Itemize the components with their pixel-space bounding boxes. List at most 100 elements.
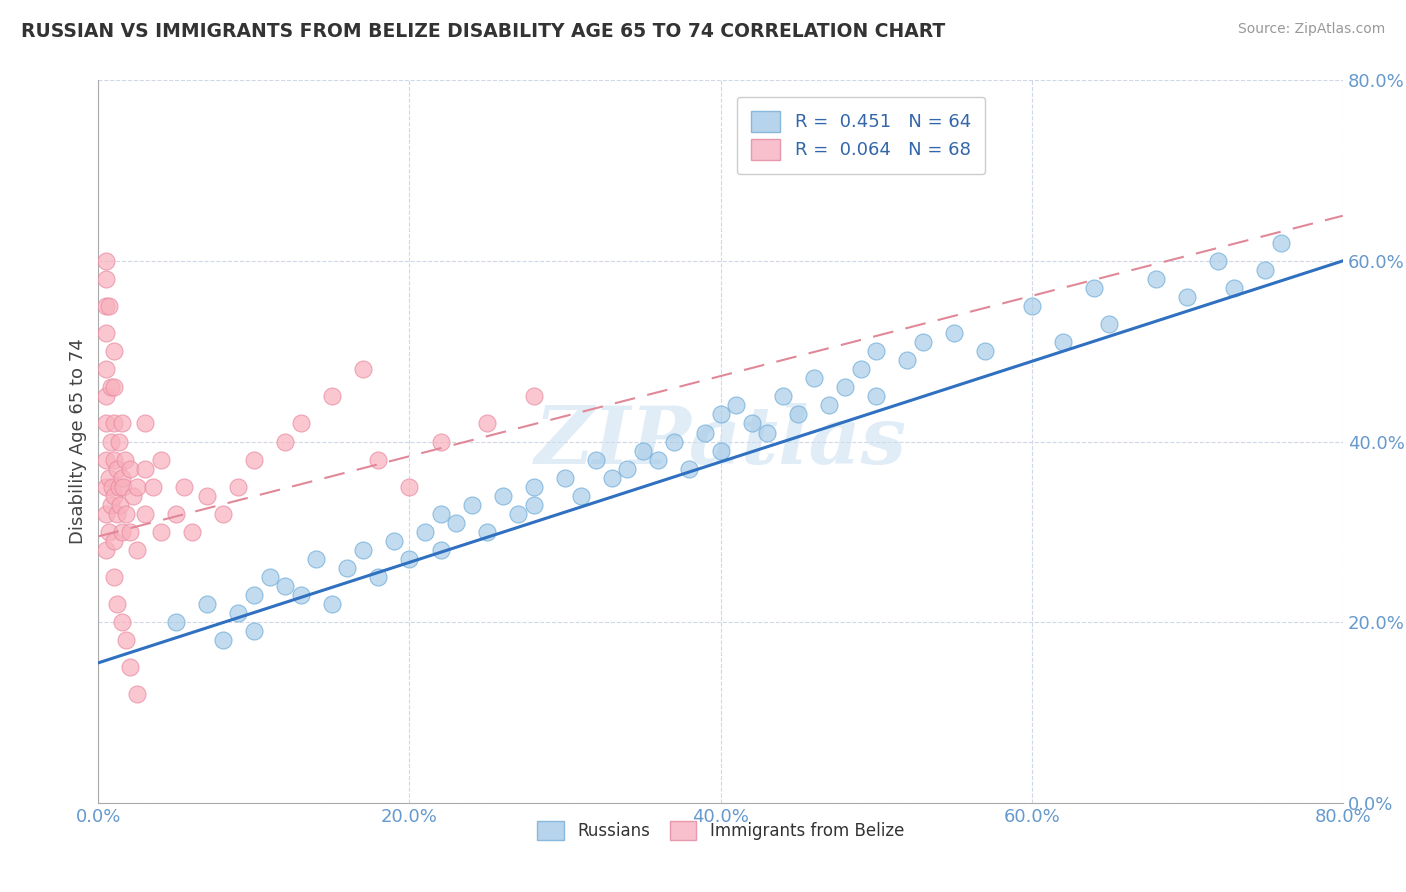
Point — [105, 461, 128, 475]
Point — [96, 507, 118, 521]
Point — [165, 615, 187, 630]
Point — [523, 498, 546, 512]
Point — [382, 533, 405, 548]
Point — [290, 588, 312, 602]
Point — [865, 389, 887, 403]
Point — [741, 417, 763, 431]
Point — [98, 524, 121, 539]
Point — [149, 452, 172, 467]
Text: RUSSIAN VS IMMIGRANTS FROM BELIZE DISABILITY AGE 65 TO 74 CORRELATION CHART: RUSSIAN VS IMMIGRANTS FROM BELIZE DISABI… — [21, 22, 945, 41]
Point — [211, 507, 233, 521]
Point — [569, 489, 592, 503]
Point — [96, 254, 118, 268]
Point — [1254, 263, 1277, 277]
Point — [398, 552, 420, 566]
Point — [1052, 335, 1074, 350]
Point — [818, 398, 841, 412]
Point — [1223, 281, 1246, 295]
Point — [195, 489, 218, 503]
Point — [710, 408, 733, 422]
Point — [111, 524, 134, 539]
Point — [523, 389, 546, 403]
Point — [98, 471, 121, 485]
Y-axis label: Disability Age 65 to 74: Disability Age 65 to 74 — [69, 339, 87, 544]
Point — [413, 524, 436, 539]
Point — [429, 434, 451, 449]
Point — [195, 597, 218, 611]
Point — [115, 633, 138, 648]
Point — [103, 570, 125, 584]
Point — [787, 408, 810, 422]
Point — [243, 624, 266, 639]
Point — [274, 579, 297, 593]
Point — [274, 434, 297, 449]
Point — [96, 299, 118, 313]
Point — [911, 335, 934, 350]
Point — [96, 362, 118, 376]
Point — [105, 507, 128, 521]
Point — [1175, 290, 1198, 304]
Point — [98, 299, 121, 313]
Point — [321, 597, 343, 611]
Text: ZIPatlas: ZIPatlas — [534, 403, 907, 480]
Point — [662, 434, 685, 449]
Point — [429, 507, 451, 521]
Point — [228, 606, 250, 620]
Point — [134, 417, 156, 431]
Point — [243, 452, 266, 467]
Point — [803, 371, 825, 385]
Point — [118, 461, 141, 475]
Point — [647, 452, 669, 467]
Point — [96, 326, 118, 340]
Point — [108, 498, 131, 512]
Point — [96, 480, 118, 494]
Point — [1083, 281, 1105, 295]
Point — [631, 443, 654, 458]
Point — [107, 480, 129, 494]
Point — [103, 533, 125, 548]
Point — [96, 389, 118, 403]
Point — [96, 272, 118, 286]
Point — [259, 570, 281, 584]
Point — [180, 524, 202, 539]
Point — [111, 471, 134, 485]
Point — [367, 452, 389, 467]
Point — [398, 480, 420, 494]
Point — [974, 344, 997, 359]
Point — [103, 452, 125, 467]
Point — [96, 542, 118, 557]
Point — [118, 660, 141, 674]
Point — [678, 461, 700, 475]
Point — [523, 480, 546, 494]
Point — [105, 597, 128, 611]
Point — [127, 542, 149, 557]
Point — [96, 417, 118, 431]
Point — [352, 542, 374, 557]
Point — [134, 461, 156, 475]
Point — [942, 326, 965, 340]
Legend: Russians, Immigrants from Belize: Russians, Immigrants from Belize — [529, 813, 912, 848]
Point — [585, 452, 607, 467]
Point — [243, 588, 266, 602]
Point — [111, 615, 134, 630]
Point — [849, 362, 872, 376]
Point — [1270, 235, 1292, 250]
Point — [103, 489, 125, 503]
Point — [114, 452, 136, 467]
Point — [1206, 254, 1229, 268]
Point — [118, 524, 141, 539]
Point — [834, 380, 856, 394]
Point — [103, 417, 125, 431]
Point — [508, 507, 530, 521]
Point — [444, 516, 467, 530]
Point — [1021, 299, 1043, 313]
Point — [100, 380, 122, 394]
Point — [725, 398, 748, 412]
Point — [477, 524, 499, 539]
Point — [305, 552, 328, 566]
Point — [101, 480, 124, 494]
Point — [96, 452, 118, 467]
Point — [127, 480, 149, 494]
Point — [127, 687, 149, 701]
Point — [710, 443, 733, 458]
